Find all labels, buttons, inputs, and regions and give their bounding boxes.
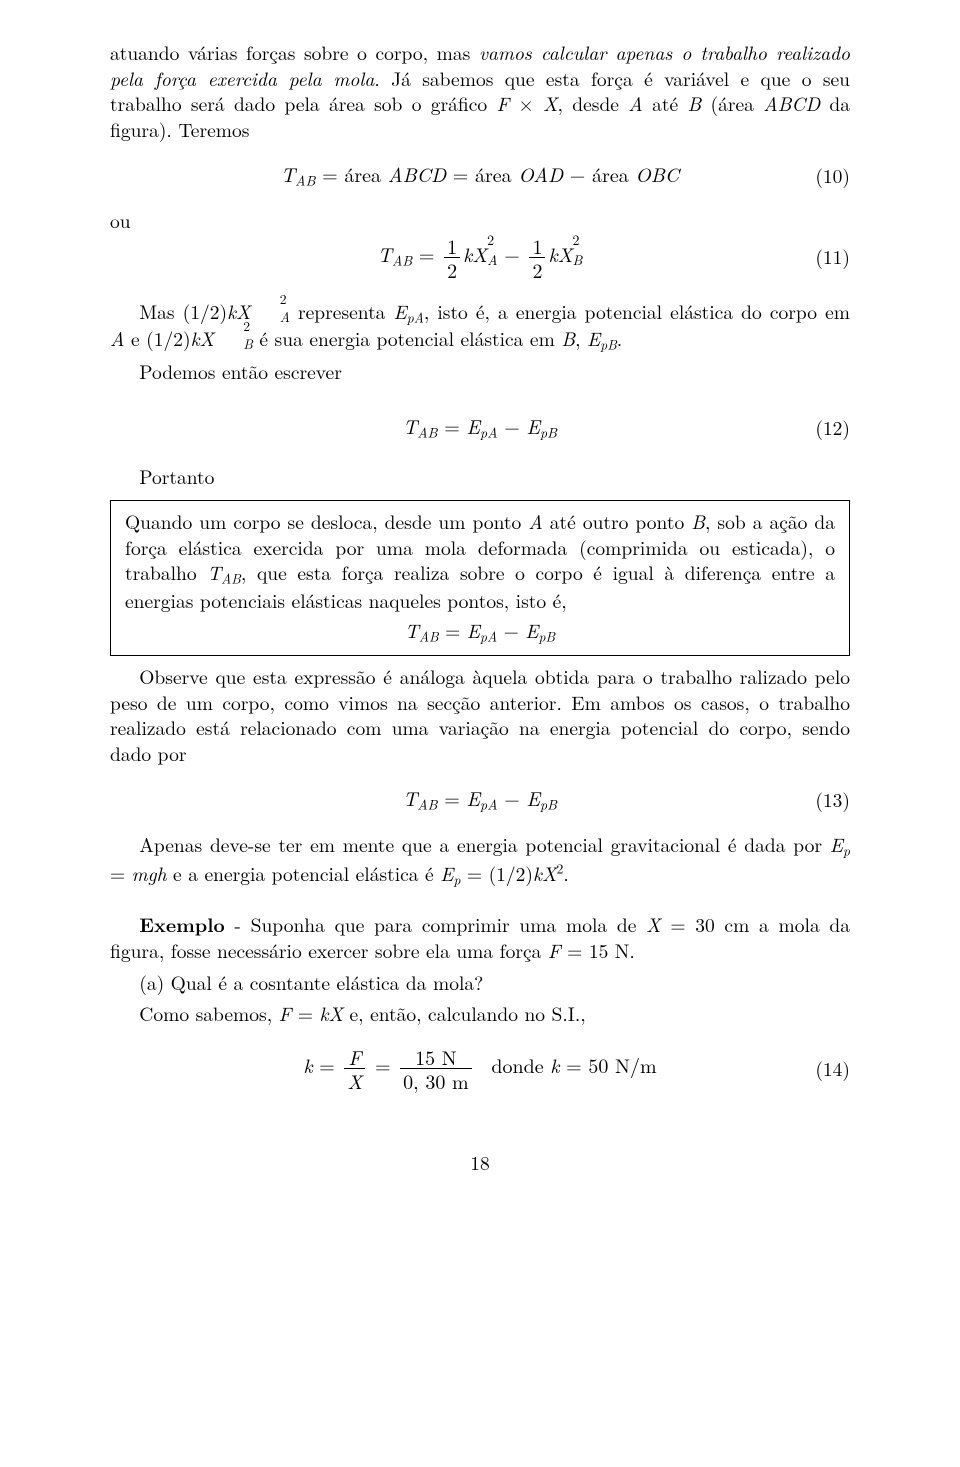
equation-10-number: (10) <box>815 163 850 189</box>
equation-11: TAB = 12kX2A − 12kX2B (11) <box>110 234 850 281</box>
equation-11-number: (11) <box>815 244 850 270</box>
equation-13: TAB = EpA − EpB (13) <box>110 785 850 814</box>
equation-10-body: TAB = área ABCD = área OAD − área OBC <box>281 161 679 190</box>
equation-13-body: TAB = EpA − EpB <box>403 785 557 814</box>
portanto-label: Portanto <box>110 464 850 490</box>
paragraph-intro: atuando várias forças sobre o corpo, mas… <box>110 40 850 143</box>
equation-13-number: (13) <box>815 787 850 813</box>
equation-14: k = FX = 15 N0, 30 m donde k = 50 N/m (1… <box>110 1045 850 1092</box>
paragraph-apenas: Apenas deve-se ter em mente que a energi… <box>110 832 850 888</box>
equation-10: TAB = área ABCD = área OAD − área OBC (1… <box>110 161 850 190</box>
paragraph-como-sabemos-text: Como sabemos, F = kX e, então, calculand… <box>139 999 585 1027</box>
equation-12-body: TAB = EpA − EpB <box>403 413 557 442</box>
paragraph-mas-text: Mas (1/2)kX2A representa EpA, isto é, a … <box>110 297 850 352</box>
paragraph-observe: Observe que esta expressão é análoga àqu… <box>110 664 850 767</box>
paragraph-observe-text: Observe que esta expressão é análoga àqu… <box>110 662 850 767</box>
paragraph-exemplo: Exemplo - Suponha que para comprimir uma… <box>110 912 850 963</box>
equation-12-number: (12) <box>815 415 850 441</box>
ou-label: ou <box>110 208 850 234</box>
page-container: atuando várias forças sobre o corpo, mas… <box>0 0 960 1226</box>
equation-14-number: (14) <box>815 1056 850 1082</box>
paragraph-exemplo-text: Exemplo - Suponha que para comprimir uma… <box>110 910 850 964</box>
paragraph-apenas-text: Apenas deve-se ter em mente que a energi… <box>110 830 850 887</box>
equation-11-body: TAB = 12kX2A − 12kX2B <box>378 234 583 281</box>
paragraph-como-sabemos: Como sabemos, F = kX e, então, calculand… <box>110 1001 850 1027</box>
equation-12: TAB = EpA − EpB (12) <box>110 413 850 442</box>
boxed-statement: Quando um corpo se desloca, desde um pon… <box>110 500 850 656</box>
boxed-formula: TAB = EpA − EpB <box>125 618 835 645</box>
equation-14-body: k = FX = 15 N0, 30 m donde k = 50 N/m <box>303 1045 656 1092</box>
paragraph-question-a: (a) Qual é a cosntante elástica da mola? <box>110 970 850 996</box>
paragraph-intro-text: atuando várias forças sobre o corpo, mas… <box>110 38 850 143</box>
paragraph-mas: Mas (1/2)kX2A representa EpA, isto é, a … <box>110 299 850 354</box>
boxed-text: Quando um corpo se desloca, desde um pon… <box>125 507 835 614</box>
page-number: 18 <box>110 1150 850 1176</box>
paragraph-podemos: Podemos então escrever <box>110 359 850 385</box>
